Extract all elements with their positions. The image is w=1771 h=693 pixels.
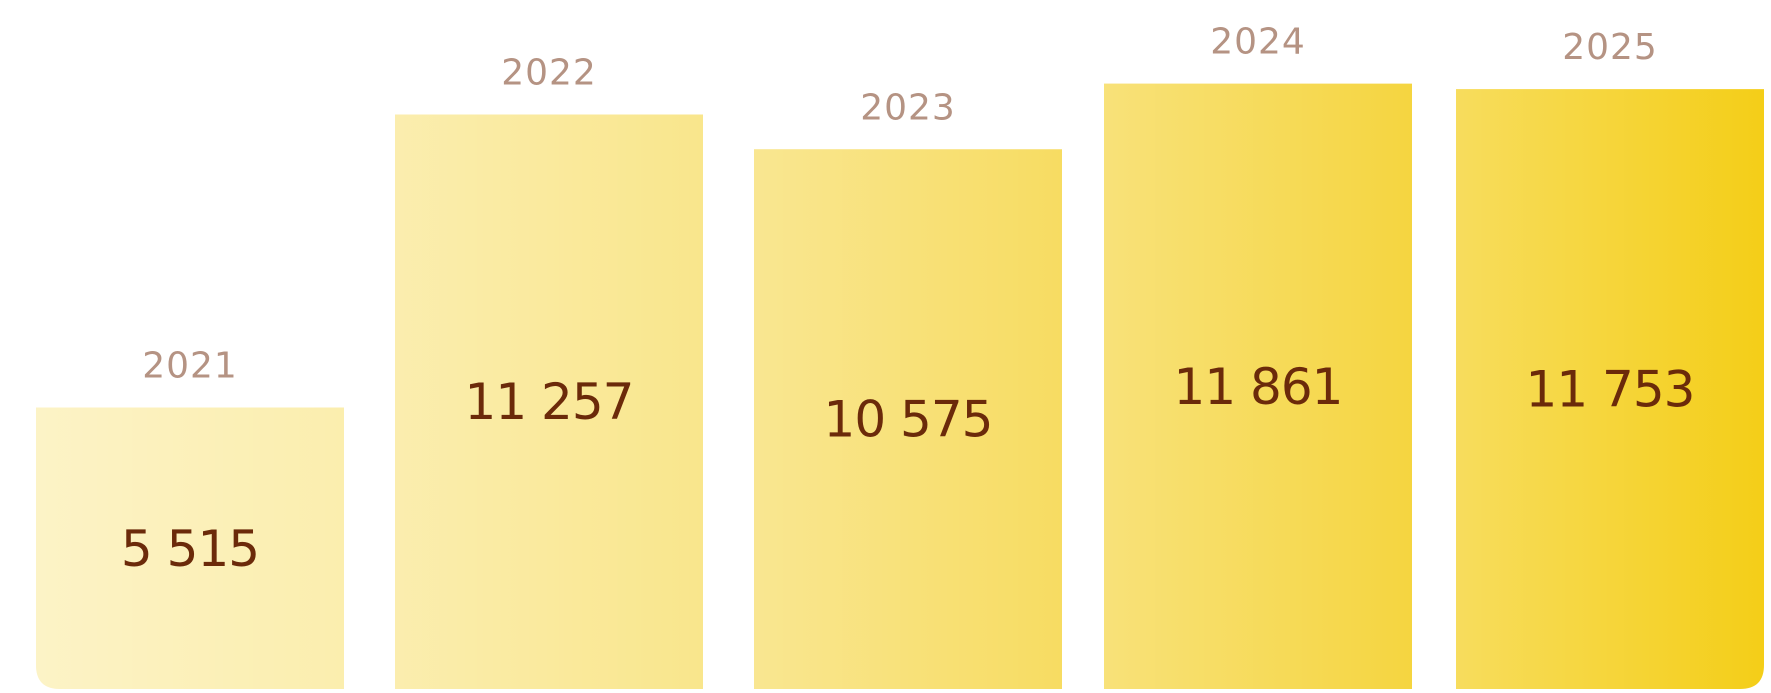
bar-sheen — [1104, 83, 1412, 689]
category-label: 2025 — [1562, 27, 1658, 68]
bar-sheen — [395, 114, 703, 689]
value-label: 11 753 — [1526, 361, 1695, 419]
category-label: 2024 — [1210, 22, 1306, 63]
value-label: 11 861 — [1174, 358, 1343, 416]
bar-sheen — [754, 149, 1062, 690]
category-label: 2021 — [142, 346, 238, 387]
category-label: 2022 — [501, 52, 597, 93]
bar-sheen — [36, 407, 344, 689]
category-label: 2023 — [860, 87, 956, 128]
value-label: 10 575 — [824, 391, 993, 449]
bar-sheen — [1456, 89, 1764, 690]
value-label: 11 257 — [465, 373, 634, 431]
value-label: 5 515 — [121, 520, 259, 578]
